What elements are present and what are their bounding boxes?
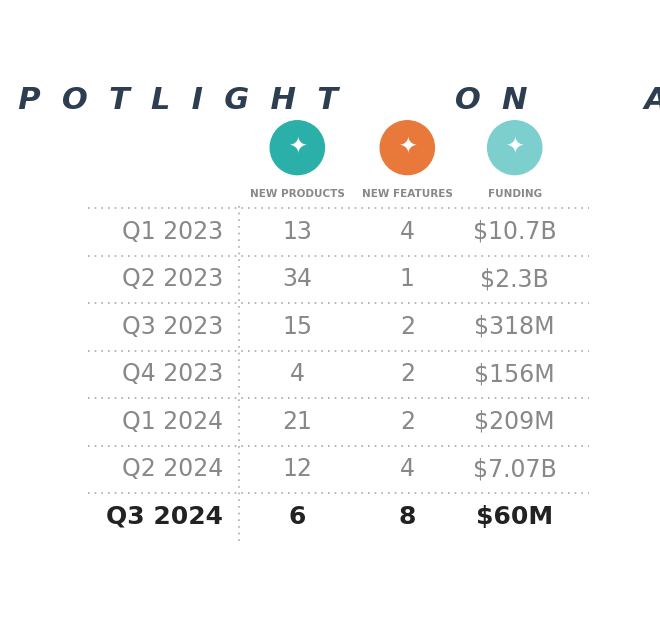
Text: 1: 1 (400, 267, 414, 291)
Ellipse shape (488, 121, 542, 175)
Text: $318M: $318M (475, 315, 555, 339)
Text: NEW PRODUCTS: NEW PRODUCTS (250, 189, 345, 199)
Text: $10.7B: $10.7B (473, 220, 556, 244)
Text: 4: 4 (400, 457, 414, 481)
Text: Q3 2024: Q3 2024 (106, 505, 223, 529)
Text: ✦: ✦ (288, 138, 307, 158)
Text: 2: 2 (400, 362, 414, 386)
Ellipse shape (270, 121, 325, 175)
Text: Q2 2024: Q2 2024 (122, 457, 223, 481)
Text: NEW FEATURES: NEW FEATURES (362, 189, 453, 199)
Text: 6: 6 (288, 505, 306, 529)
Text: 2: 2 (400, 315, 414, 339)
Text: $2.3B: $2.3B (480, 267, 549, 291)
Text: 8: 8 (399, 505, 416, 529)
Text: $7.07B: $7.07B (473, 457, 556, 481)
Text: Q1 2023: Q1 2023 (122, 220, 223, 244)
Text: $156M: $156M (475, 362, 555, 386)
Text: $209M: $209M (475, 410, 555, 434)
Text: 13: 13 (282, 220, 312, 244)
Text: 34: 34 (282, 267, 312, 291)
Text: ✦: ✦ (506, 138, 524, 158)
Text: Q2 2023: Q2 2023 (122, 267, 223, 291)
Text: Q4 2023: Q4 2023 (122, 362, 223, 386)
Text: S  P  O  T  L  I  G  H  T           O  N           A  I: S P O T L I G H T O N A I (0, 86, 660, 115)
Text: 21: 21 (282, 410, 312, 434)
Ellipse shape (380, 121, 434, 175)
Text: Q3 2023: Q3 2023 (122, 315, 223, 339)
Text: $60M: $60M (476, 505, 553, 529)
Text: 15: 15 (282, 315, 312, 339)
Text: ✦: ✦ (398, 138, 416, 158)
Text: 4: 4 (400, 220, 414, 244)
Text: 4: 4 (290, 362, 305, 386)
Text: 12: 12 (282, 457, 312, 481)
Text: 2: 2 (400, 410, 414, 434)
Text: FUNDING: FUNDING (488, 189, 542, 199)
Text: Q1 2024: Q1 2024 (122, 410, 223, 434)
